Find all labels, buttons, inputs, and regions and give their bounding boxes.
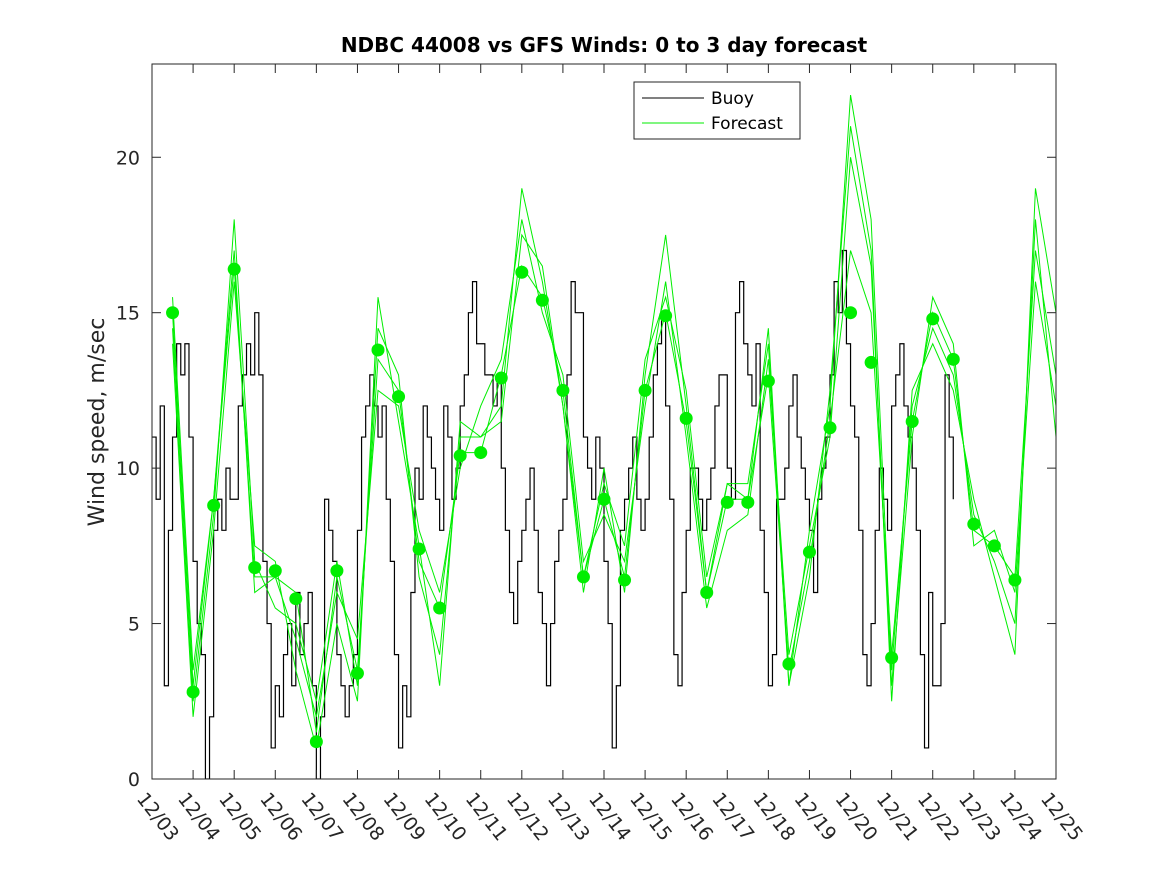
forecast-point xyxy=(392,390,406,404)
x-tick-label: 12/09 xyxy=(379,789,430,846)
x-tick-label: 12/22 xyxy=(913,789,964,846)
y-tick-label: 10 xyxy=(116,458,140,480)
legend: Buoy Forecast xyxy=(633,81,801,140)
y-axis: 0 5 10 15 20 xyxy=(116,147,1056,791)
plot-area-frame xyxy=(151,63,1057,780)
forecast-point xyxy=(474,446,488,460)
forecast-point xyxy=(227,262,241,276)
x-tick-label: 12/05 xyxy=(214,789,265,846)
forecast-point xyxy=(330,564,344,578)
y-axis-label: Wind speed, m/sec xyxy=(85,318,110,527)
forecast-line-3 xyxy=(172,157,1056,717)
forecast-line-4 xyxy=(172,126,1056,749)
forecast-point xyxy=(268,564,282,578)
forecast-point xyxy=(412,542,426,556)
forecast-line-2 xyxy=(172,95,1056,702)
x-tick-label: 12/08 xyxy=(338,789,389,846)
y-tick-label: 20 xyxy=(116,147,140,169)
forecast-point xyxy=(207,498,221,512)
x-tick-label: 12/18 xyxy=(748,789,799,846)
x-tick-label: 12/03 xyxy=(132,789,183,846)
x-tick-label: 12/10 xyxy=(420,789,471,846)
x-tick-label: 12/07 xyxy=(296,789,347,846)
forecast-point xyxy=(782,657,796,671)
forecast-point xyxy=(638,383,652,397)
forecast-point xyxy=(166,306,180,320)
legend-forecast-label: Forecast xyxy=(711,114,783,134)
forecast-point xyxy=(371,343,385,357)
forecast-point xyxy=(741,495,755,509)
x-tick-label: 12/15 xyxy=(625,789,676,846)
y-tick-label: 5 xyxy=(128,614,140,636)
x-tick-label: 12/16 xyxy=(666,789,717,846)
x-tick-label: 12/13 xyxy=(543,789,594,846)
x-tick-label: 12/19 xyxy=(790,789,841,846)
forecast-point xyxy=(618,573,632,587)
forecast-point xyxy=(350,666,364,680)
buoy-line xyxy=(152,249,954,779)
forecast-points-group xyxy=(166,262,1022,749)
x-tick-label: 12/11 xyxy=(461,789,512,846)
forecast-point xyxy=(576,570,590,584)
forecast-point xyxy=(1008,573,1022,587)
x-tick-label: 12/14 xyxy=(584,789,635,846)
legend-buoy-label: Buoy xyxy=(711,89,754,109)
forecast-point xyxy=(987,539,1001,553)
forecast-point xyxy=(289,592,303,606)
legend-box xyxy=(633,81,801,140)
x-tick-label: 12/20 xyxy=(831,789,882,846)
forecast-point xyxy=(761,374,775,388)
forecast-point xyxy=(597,492,611,506)
chart-title: NDBC 44008 vs GFS Winds: 0 to 3 day fore… xyxy=(341,33,868,57)
forecast-point xyxy=(864,355,878,369)
forecast-point xyxy=(700,585,714,599)
buoy-series xyxy=(152,249,954,779)
y-tick-label: 15 xyxy=(116,303,140,325)
forecast-series-group xyxy=(172,95,1056,749)
forecast-point xyxy=(515,265,529,279)
forecast-point xyxy=(248,561,262,575)
x-tick-label: 12/06 xyxy=(255,789,306,846)
forecast-point xyxy=(946,352,960,366)
x-tick-label: 12/04 xyxy=(173,789,224,846)
forecast-point xyxy=(433,601,447,615)
forecast-point xyxy=(494,371,508,385)
forecast-point xyxy=(659,309,673,323)
x-tick-label: 12/21 xyxy=(872,789,923,846)
forecast-point xyxy=(802,545,816,559)
forecast-point xyxy=(309,735,323,749)
forecast-point xyxy=(679,411,693,425)
x-tick-label: 12/12 xyxy=(502,789,553,846)
forecast-point xyxy=(967,517,981,531)
forecast-point xyxy=(720,495,734,509)
forecast-point xyxy=(926,312,940,326)
x-tick-label: 12/25 xyxy=(1036,789,1087,846)
x-tick-label: 12/23 xyxy=(954,789,1005,846)
x-tick-label: 12/17 xyxy=(707,789,758,846)
y-tick-label: 0 xyxy=(128,769,140,791)
forecast-point xyxy=(535,293,549,307)
forecast-point xyxy=(186,685,200,699)
forecast-point xyxy=(453,449,467,463)
x-tick-label: 12/24 xyxy=(995,789,1046,846)
forecast-point xyxy=(885,651,899,665)
forecast-point xyxy=(905,415,919,428)
forecast-point xyxy=(823,421,837,435)
forecast-point xyxy=(556,383,570,397)
forecast-point xyxy=(844,306,858,320)
